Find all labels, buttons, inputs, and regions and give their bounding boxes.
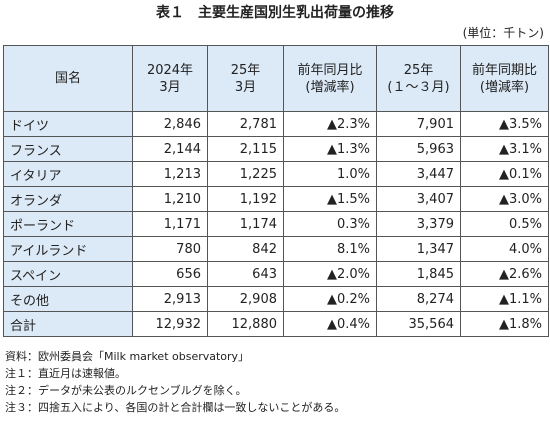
- header-line: 国名: [54, 71, 81, 86]
- value-cell: 1,225: [207, 161, 284, 187]
- header-line: 3月: [159, 79, 181, 95]
- value-cell: ▲1.5%: [283, 186, 377, 212]
- unit: (単位：千トン): [462, 26, 544, 40]
- value-cell: 8,274: [376, 286, 461, 312]
- value-cell: 7,901: [376, 111, 461, 137]
- value-cell: 3,447: [376, 161, 461, 187]
- header-line: 前年同月比: [297, 62, 363, 78]
- value-cell: 1,347: [376, 236, 461, 262]
- value-cell: 12,932: [132, 311, 208, 337]
- value-cell: 656: [132, 261, 208, 287]
- header-line: (増減率): [479, 79, 530, 95]
- country-cell: スペイン: [3, 261, 133, 287]
- value-cell: 643: [207, 261, 284, 287]
- value-cell: 2,908: [207, 286, 284, 312]
- row: アイルランド 780 842 8.1% 1,347 4.0%: [3, 236, 549, 262]
- header-line: 3月: [234, 79, 257, 95]
- header-cell: 前年同月比 (増減率): [283, 45, 377, 112]
- value-cell: 3,407: [376, 186, 461, 212]
- value-cell: ▲0.1%: [460, 161, 549, 187]
- row: ドイツ 2,846 2,781 ▲2.3% 7,901 ▲3.5%: [3, 111, 549, 137]
- value-cell: 2,846: [132, 111, 208, 137]
- value-cell: 1,192: [207, 186, 284, 212]
- value-cell: ▲1.1%: [460, 286, 549, 312]
- header-line: 前年同期比: [471, 62, 537, 78]
- notes: 資料：欧州委員会「Milk market observatory」 注１：直近月は…: [5, 348, 345, 416]
- note: 資料：欧州委員会「Milk market observatory」: [5, 350, 250, 363]
- value-cell: ▲0.2%: [283, 286, 377, 312]
- value-cell: ▲3.5%: [460, 111, 549, 137]
- value-cell: ▲2.6%: [460, 261, 549, 287]
- value-cell: 1,213: [132, 161, 208, 187]
- header-cell: 国名: [3, 45, 133, 112]
- value-cell: 842: [207, 236, 284, 262]
- header-line: (１～３月): [387, 79, 450, 95]
- value-cell: 35,564: [376, 311, 461, 337]
- value-cell: 2,144: [132, 136, 208, 162]
- row: スペイン 656 643 ▲2.0% 1,845 ▲2.6%: [3, 261, 549, 287]
- value-cell: 1,845: [376, 261, 461, 287]
- value-cell: ▲0.4%: [283, 311, 377, 337]
- note: 注３：四捨五入により、各国の計と合計欄は一致しないことがある。: [5, 401, 346, 414]
- country-cell: 合計: [3, 311, 133, 337]
- table: 国名 2024年 3月 25年 3月 前年同月比 (増減率) 25年 (１～３月) 前年同期比 (増…: [3, 45, 549, 337]
- value-cell: 780: [132, 236, 208, 262]
- value-cell: 2,115: [207, 136, 284, 162]
- value-cell: 4.0%: [460, 236, 549, 262]
- header-cell: 25年 3月: [207, 45, 284, 112]
- note: 注１：直近月は速報値。: [5, 367, 126, 380]
- country-cell: フランス: [3, 136, 133, 162]
- country-cell: アイルランド: [3, 236, 133, 262]
- header-line: 25年: [230, 62, 261, 78]
- header-cell: 2024年 3月: [132, 45, 208, 112]
- row: オランダ 1,210 1,192 ▲1.5% 3,407 ▲3.0%: [3, 186, 549, 212]
- row: その他 2,913 2,908 ▲0.2% 8,274 ▲1.1%: [3, 286, 549, 312]
- country-cell: オランダ: [3, 186, 133, 212]
- value-cell: 1,171: [132, 211, 208, 237]
- header-cell: 前年同期比 (増減率): [460, 45, 549, 112]
- row: 合計 12,932 12,880 ▲0.4% 35,564 ▲1.8%: [3, 311, 549, 337]
- title: 表１ 主要生産国別生乳出荷量の推移: [156, 5, 394, 21]
- value-cell: 5,963: [376, 136, 461, 162]
- value-cell: ▲3.1%: [460, 136, 549, 162]
- value-cell: 8.1%: [283, 236, 377, 262]
- value-cell: 1,210: [132, 186, 208, 212]
- value-cell: ▲1.8%: [460, 311, 549, 337]
- country-cell: ドイツ: [3, 111, 133, 137]
- row: フランス 2,144 2,115 ▲1.3% 5,963 ▲3.1%: [3, 136, 549, 162]
- value-cell: 1.0%: [283, 161, 377, 187]
- header-cell: 25年 (１～３月): [376, 45, 461, 112]
- header-line: (増減率): [305, 79, 355, 95]
- value-cell: ▲2.3%: [283, 111, 377, 137]
- note: 注２：データが未公表のルクセンブルグを除く。: [5, 384, 247, 397]
- value-cell: ▲2.0%: [283, 261, 377, 287]
- header-line: 2024年: [146, 62, 194, 78]
- value-cell: 2,913: [132, 286, 208, 312]
- country-cell: その他: [3, 286, 133, 312]
- header-row: 国名 2024年 3月 25年 3月 前年同月比 (増減率) 25年 (１～３月) 前年同期比 (増…: [3, 45, 549, 112]
- value-cell: 2,781: [207, 111, 284, 137]
- value-cell: 3,379: [376, 211, 461, 237]
- value-cell: 0.5%: [460, 211, 549, 237]
- value-cell: ▲3.0%: [460, 186, 549, 212]
- row: イタリア 1,213 1,225 1.0% 3,447 ▲0.1%: [3, 161, 549, 187]
- row: ポーランド 1,171 1,174 0.3% 3,379 0.5%: [3, 211, 549, 237]
- value-cell: ▲1.3%: [283, 136, 377, 162]
- value-cell: 12,880: [207, 311, 284, 337]
- header-line: 25年: [403, 62, 434, 78]
- country-cell: イタリア: [3, 161, 133, 187]
- value-cell: 0.3%: [283, 211, 377, 237]
- value-cell: 1,174: [207, 211, 284, 237]
- country-cell: ポーランド: [3, 211, 133, 237]
